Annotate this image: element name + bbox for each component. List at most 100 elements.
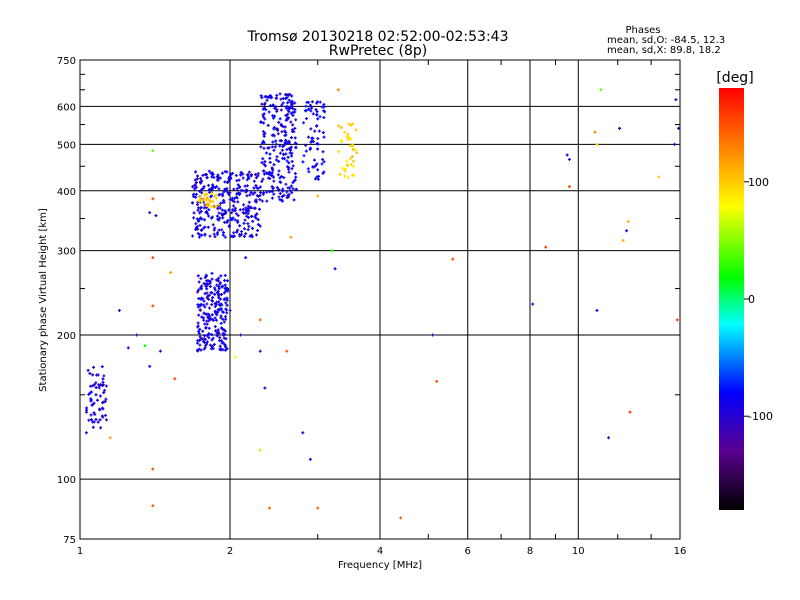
data-point <box>312 158 316 162</box>
data-point <box>207 208 211 212</box>
data-point <box>214 318 218 322</box>
y-axis-label: Stationary phase Virtual Height [km] <box>38 208 49 392</box>
data-point <box>351 164 355 168</box>
data-point <box>339 139 343 143</box>
data-point <box>151 504 155 508</box>
data-point <box>232 231 236 235</box>
data-point <box>208 199 212 203</box>
data-point <box>226 279 230 283</box>
data-point <box>346 164 350 168</box>
data-point <box>318 100 322 104</box>
data-point <box>194 222 198 226</box>
data-point <box>285 190 289 194</box>
data-point <box>231 216 235 220</box>
data-point <box>92 411 96 415</box>
data-point <box>192 211 196 215</box>
data-point <box>223 220 227 224</box>
data-point <box>216 279 220 283</box>
data-point <box>255 212 259 216</box>
data-point <box>351 148 355 152</box>
data-point <box>217 285 221 289</box>
data-point <box>239 333 243 337</box>
data-point <box>310 139 314 143</box>
data-point <box>233 355 237 359</box>
data-point <box>282 157 286 161</box>
data-point <box>195 341 199 345</box>
data-point <box>206 225 210 229</box>
data-point <box>253 215 257 219</box>
data-point <box>322 170 326 174</box>
data-point <box>213 235 217 239</box>
data-point <box>262 112 266 116</box>
data-point <box>221 194 225 198</box>
data-point <box>196 231 200 235</box>
data-point <box>315 113 319 117</box>
data-point <box>98 394 102 398</box>
data-point <box>197 331 201 335</box>
data-point <box>84 431 88 435</box>
data-point <box>194 192 198 196</box>
data-point <box>246 212 250 216</box>
data-point <box>236 183 240 187</box>
data-point <box>219 321 223 325</box>
data-point <box>307 170 311 174</box>
data-point <box>435 379 439 383</box>
data-point <box>101 377 105 381</box>
data-point <box>275 186 279 190</box>
data-point <box>263 131 267 135</box>
data-point <box>199 308 203 312</box>
data-point <box>321 131 325 135</box>
data-point <box>207 312 211 316</box>
data-point <box>91 384 95 388</box>
data-point <box>241 176 245 180</box>
data-point <box>277 120 281 124</box>
data-point <box>220 171 224 175</box>
data-point <box>219 274 223 278</box>
data-point <box>210 338 214 342</box>
data-point <box>294 175 298 179</box>
data-point <box>210 215 214 219</box>
data-point <box>102 391 106 395</box>
data-point <box>251 192 255 196</box>
data-point <box>225 311 229 315</box>
data-point <box>197 235 201 239</box>
data-point <box>270 196 274 200</box>
data-point <box>211 186 215 190</box>
data-point <box>316 100 320 104</box>
data-point <box>210 277 214 281</box>
data-point <box>227 179 231 183</box>
data-point <box>322 102 326 106</box>
data-point <box>308 457 312 461</box>
data-point <box>204 343 208 347</box>
data-point <box>198 189 202 193</box>
data-point <box>194 228 198 232</box>
data-point <box>202 281 206 285</box>
data-point <box>339 126 343 130</box>
data-point <box>205 340 209 344</box>
data-point <box>263 117 267 121</box>
data-point <box>272 116 276 120</box>
data-point <box>104 384 108 388</box>
data-point <box>227 225 231 229</box>
data-point <box>221 341 225 345</box>
data-point <box>135 333 139 337</box>
data-point <box>202 185 206 189</box>
data-point <box>96 420 100 424</box>
data-point <box>117 308 121 312</box>
x-axis-ticks: 1 2 4 6 8 10 16 <box>77 60 686 557</box>
data-point <box>215 291 219 295</box>
data-point <box>221 348 225 352</box>
phase-stats-o: mean, sd,O: -84.5, 12.3 <box>607 35 725 46</box>
data-point <box>287 170 291 174</box>
data-point <box>313 177 317 181</box>
data-point <box>200 233 204 237</box>
data-point <box>262 146 266 150</box>
data-point <box>195 348 199 352</box>
data-point <box>246 175 250 179</box>
data-point <box>306 100 310 104</box>
data-point <box>254 198 258 202</box>
data-point <box>198 195 202 199</box>
data-point <box>210 271 214 275</box>
data-point <box>204 279 208 283</box>
data-point <box>269 94 273 98</box>
